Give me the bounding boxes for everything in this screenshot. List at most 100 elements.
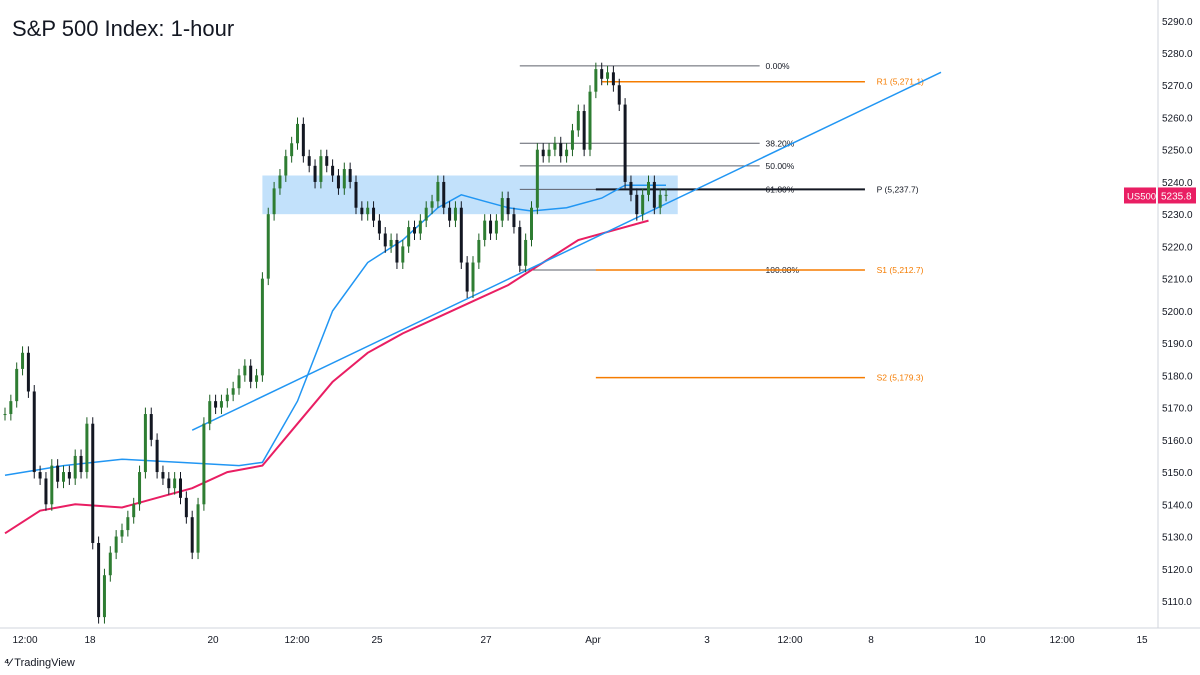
candle-body: [594, 69, 598, 92]
candle-body: [301, 123, 305, 157]
candle-body: [588, 91, 592, 150]
price-layer: [3, 62, 668, 624]
candle-body: [313, 165, 317, 182]
candle-body: [372, 207, 376, 221]
candle-body: [202, 423, 206, 505]
y-tick-label: 5160.0: [1162, 436, 1193, 447]
candle-body: [272, 188, 276, 215]
candle-body: [290, 143, 294, 157]
last-price-badge: [1158, 187, 1196, 204]
y-tick-label: 5180.0: [1162, 371, 1193, 382]
candle-body: [132, 504, 136, 518]
candle-body: [448, 207, 452, 221]
candle-body: [606, 72, 610, 79]
candle-body: [342, 169, 346, 189]
candle-body: [219, 401, 223, 408]
candle-body: [149, 414, 153, 440]
candle-body: [167, 478, 171, 489]
candle-body: [91, 423, 95, 543]
candle-body: [647, 181, 650, 195]
candle-body: [336, 175, 340, 189]
pivot-label: R1 (5,271.1): [877, 77, 924, 87]
candle-body: [97, 542, 101, 618]
fib-label: 38.20%: [766, 138, 795, 148]
candle-body: [26, 352, 30, 392]
x-tick-label: 12:00: [12, 635, 37, 646]
candle-body: [418, 220, 422, 234]
y-tick-label: 5130.0: [1162, 533, 1193, 544]
candle-body: [21, 352, 25, 369]
y-tick-label: 5240.0: [1162, 178, 1193, 189]
tradingview-logo-icon: ⁴⁄: [4, 657, 12, 669]
candle-body: [73, 455, 77, 479]
candle-body: [664, 194, 668, 196]
candle-body: [319, 156, 323, 182]
y-tick-label: 5190.0: [1162, 339, 1193, 350]
candle-body: [331, 165, 335, 176]
candle-body: [138, 472, 142, 505]
x-tick-label: 3: [704, 635, 710, 646]
candle-body: [44, 478, 48, 505]
candle-body: [401, 246, 405, 263]
candle-body: [623, 104, 627, 182]
candle-body: [559, 143, 563, 157]
candle-body: [489, 220, 493, 234]
symbol-badge: [1124, 187, 1156, 204]
supply-zone: [262, 175, 678, 215]
moving-average-1: [4, 184, 666, 477]
candle-body: [471, 262, 475, 292]
x-tick-label: 25: [371, 635, 383, 646]
candle-body: [249, 365, 253, 382]
candle-body: [582, 111, 586, 150]
brand-label: TradingView: [14, 657, 75, 669]
candle-body: [635, 194, 639, 215]
candle-body: [102, 575, 106, 618]
x-tick-label: 12:00: [777, 635, 802, 646]
candle-body: [383, 233, 387, 247]
candle-body: [553, 143, 557, 150]
y-tick-label: 5220.0: [1162, 242, 1193, 253]
candle-body: [79, 455, 83, 473]
chart-title: S&P 500 Index: 1-hour: [12, 16, 235, 41]
y-tick-label: 5280.0: [1162, 49, 1193, 60]
candle-body: [243, 365, 247, 376]
candle-body: [377, 220, 381, 234]
x-tick-label: Apr: [585, 635, 601, 646]
candle-body: [85, 423, 89, 473]
x-tick-label: 20: [207, 635, 219, 646]
candle-body: [120, 530, 124, 537]
candle-body: [307, 156, 311, 166]
x-tick-label: 15: [1136, 635, 1148, 646]
y-tick-label: 5170.0: [1162, 404, 1193, 415]
x-tick-label: 27: [480, 635, 492, 646]
candle-body: [530, 207, 533, 240]
trendline-layer: [191, 71, 942, 431]
candle-body: [67, 472, 71, 479]
pivot-layer: R1 (5,271.1) P (5,237.7) S1 (5,212.7) S2 (5…: [595, 77, 924, 383]
candle-body: [38, 472, 42, 479]
moving-average-2: [4, 219, 649, 535]
candle-body: [565, 149, 569, 157]
y-tick-label: 5200.0: [1162, 307, 1193, 318]
x-tick-label: 12:00: [1049, 635, 1074, 646]
candle-body: [483, 220, 487, 240]
candle-body: [173, 478, 177, 489]
candle-body: [465, 262, 469, 292]
candle-body: [348, 169, 352, 182]
candle-body: [629, 181, 633, 195]
last-price-label: 5235.8: [1161, 191, 1192, 202]
candle-body: [143, 414, 147, 473]
axis-layer: 5110.0 5120.0 5130.0 5140.0 5150.0 5160.0 5170…: [0, 0, 1200, 646]
candle-body: [512, 214, 516, 228]
candle-body: [161, 472, 165, 479]
x-tick-label: 12:00: [284, 635, 309, 646]
pivot-label: S1 (5,212.7): [877, 265, 924, 275]
x-tick-label: 10: [974, 635, 986, 646]
candle-body: [284, 156, 288, 176]
candle-body: [494, 220, 498, 234]
tradingview-brand[interactable]: ⁴⁄ TradingView: [4, 657, 75, 669]
candle-body: [225, 394, 229, 402]
candle-body: [459, 207, 463, 263]
moving-average-layer: [4, 184, 666, 535]
